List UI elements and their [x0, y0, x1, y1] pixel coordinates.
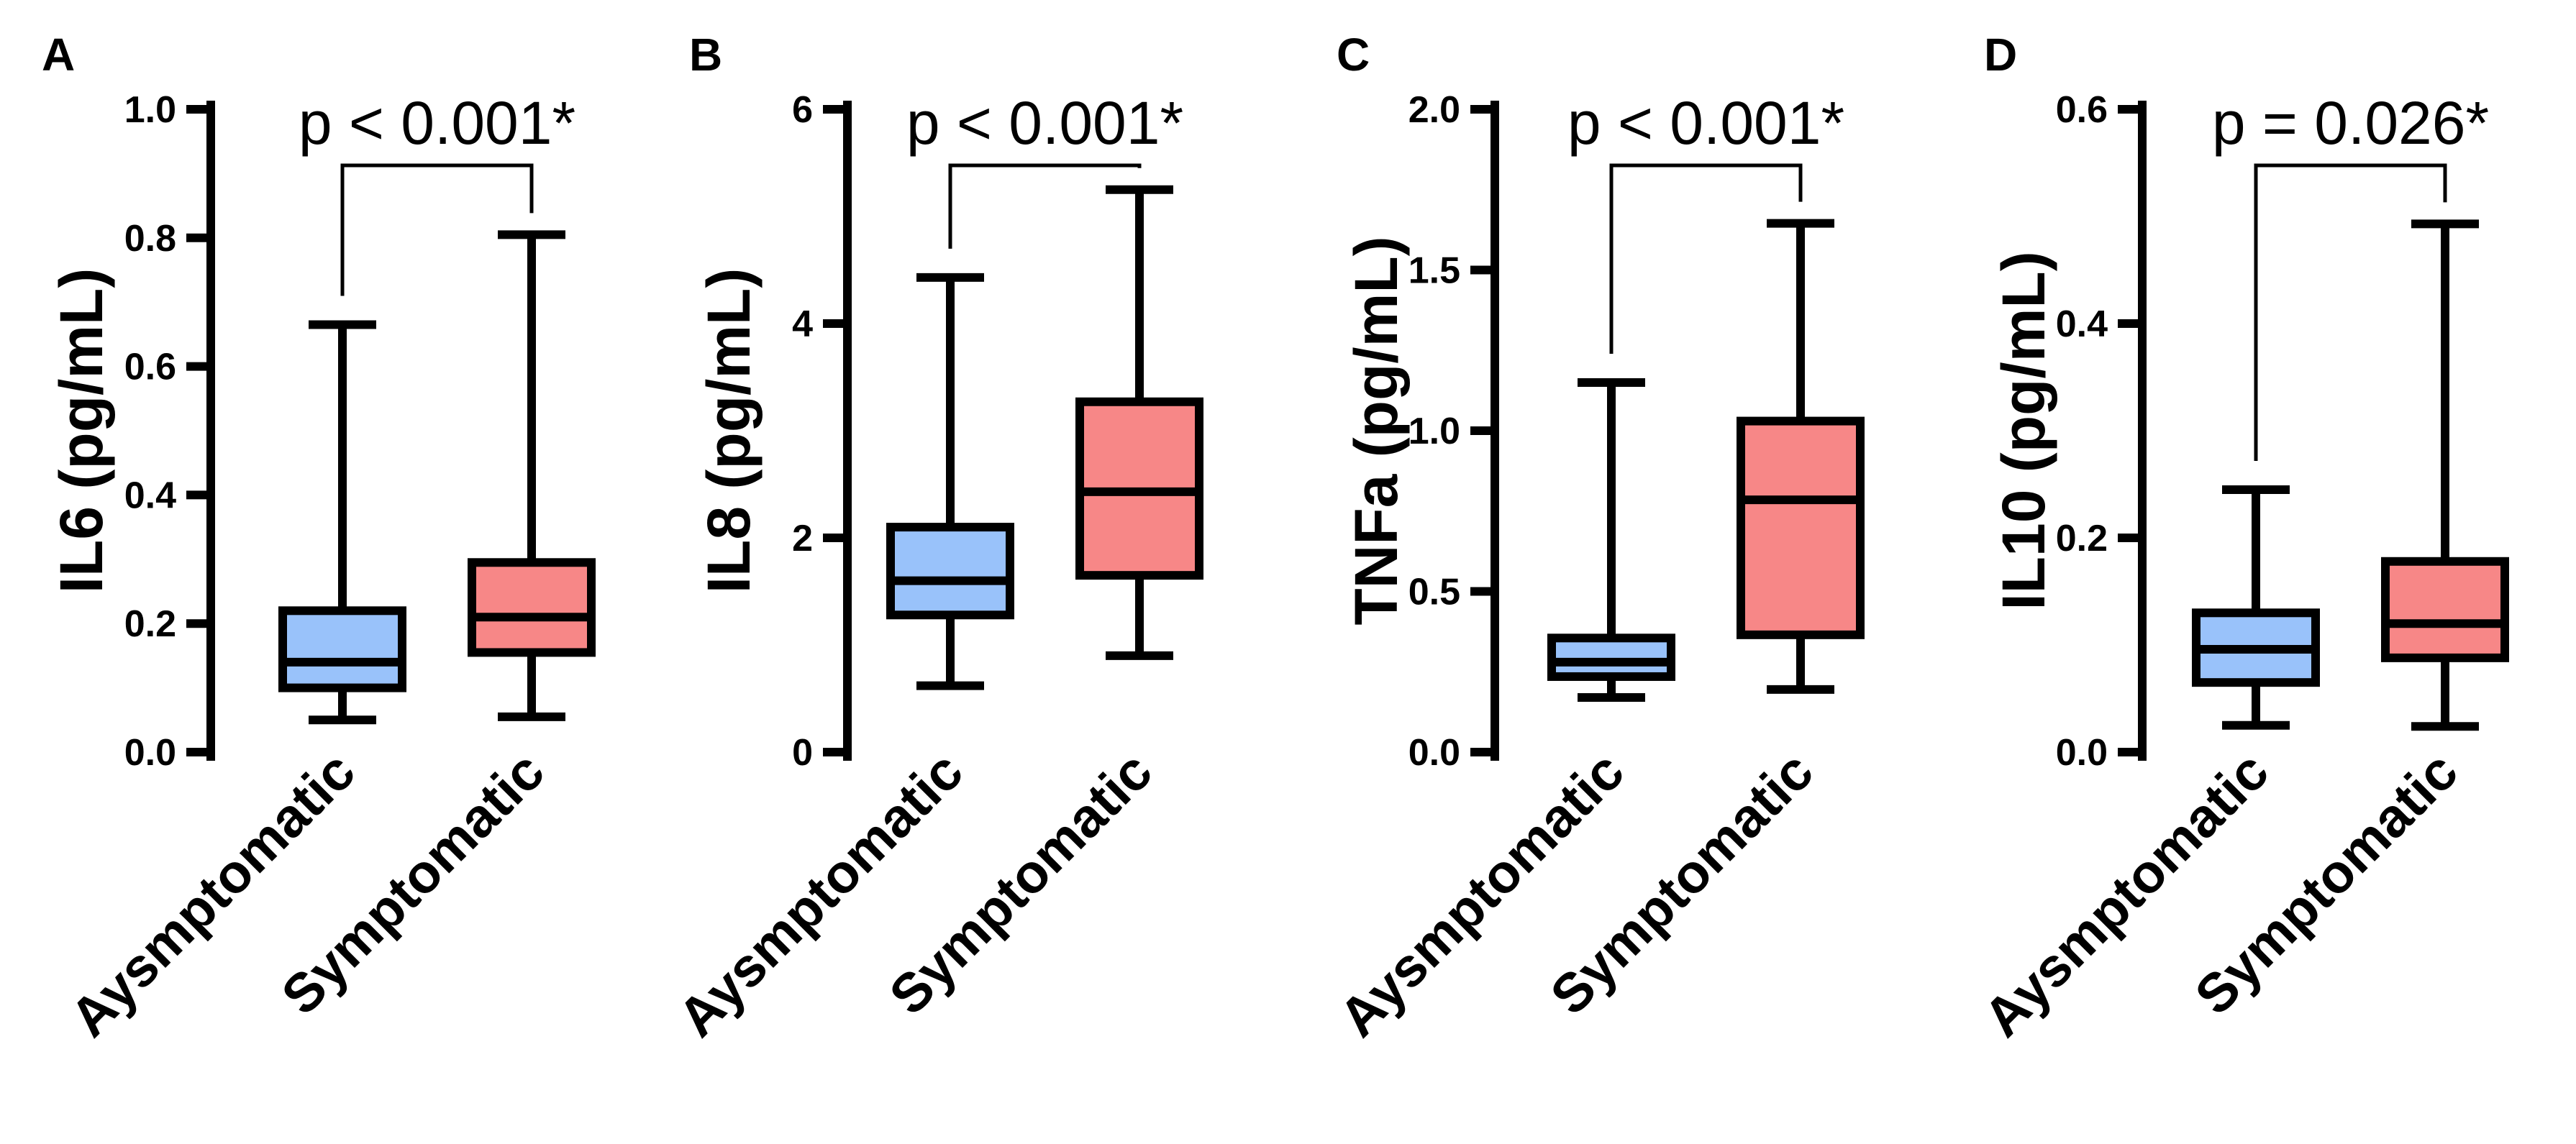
- y-tick-label: 1.0: [1408, 411, 1460, 452]
- box-symptomatic: [2381, 219, 2509, 731]
- significance-bracket: [340, 163, 534, 296]
- iqr-box: [1547, 633, 1675, 681]
- y-tick-label: 1.0: [124, 89, 176, 131]
- p-value-annotation: p < 0.001*: [299, 89, 575, 157]
- y-tick-label: 0.0: [1408, 732, 1460, 774]
- p-value-annotation: p = 0.026*: [2212, 89, 2489, 157]
- box-symptomatic: [1075, 185, 1203, 660]
- y-tick-label: 0.2: [124, 603, 176, 645]
- iqr-box: [2381, 557, 2509, 662]
- iqr-box: [278, 606, 406, 692]
- iqr-box: [468, 558, 596, 657]
- panel-letter: C: [1337, 29, 1370, 81]
- panel-letter: B: [689, 29, 722, 81]
- y-tick-label: 2.0: [1408, 89, 1460, 131]
- y-tick-label: 0.4: [2056, 303, 2108, 345]
- y-tick-label: 0.0: [2056, 732, 2108, 774]
- iqr-box: [1737, 416, 1865, 639]
- y-axis-title: IL8 (pg/mL): [695, 268, 763, 594]
- p-value-annotation: p < 0.001*: [1567, 89, 1844, 157]
- y-tick-label: 0.5: [1408, 572, 1460, 613]
- y-tick-label: 0.6: [2056, 89, 2108, 131]
- y-tick-label: 4: [792, 303, 813, 345]
- significance-bracket: [2254, 163, 2447, 461]
- box-symptomatic: [468, 230, 596, 721]
- y-tick-label: 0.2: [2056, 518, 2108, 559]
- y-tick-label: 0.8: [124, 218, 176, 260]
- y-tick-label: 0: [792, 732, 813, 774]
- box-symptomatic: [1737, 219, 1865, 694]
- y-tick-label: 0.0: [124, 732, 176, 774]
- y-tick-label: 0.6: [124, 347, 176, 388]
- box-aysmptomatic: [886, 273, 1014, 690]
- panel-letter: D: [1984, 29, 2017, 81]
- significance-bracket: [1609, 163, 1803, 354]
- y-axis-title: TNFa (pg/mL): [1342, 236, 1410, 625]
- box-aysmptomatic: [278, 320, 406, 725]
- iqr-box: [886, 523, 1014, 620]
- y-tick-label: 2: [792, 518, 813, 559]
- box-aysmptomatic: [1547, 377, 1675, 703]
- panel-letter: A: [42, 29, 75, 81]
- y-tick-label: 1.5: [1408, 250, 1460, 292]
- p-value-annotation: p < 0.001*: [906, 89, 1183, 157]
- y-axis-title: IL10 (pg/mL): [1990, 251, 2057, 610]
- box-aysmptomatic: [2192, 485, 2320, 730]
- significance-bracket: [948, 163, 1142, 249]
- y-axis-title: IL6 (pg/mL): [47, 268, 115, 594]
- y-tick-label: 6: [792, 89, 813, 131]
- y-tick-label: 0.4: [124, 475, 176, 516]
